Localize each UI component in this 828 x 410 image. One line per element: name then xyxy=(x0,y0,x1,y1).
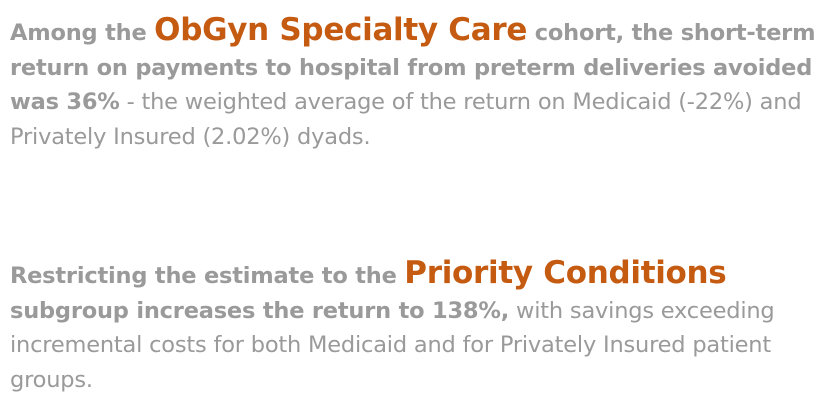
paragraph2-bold-statement: subgroup increases the return to 138%, xyxy=(10,297,510,324)
paragraph-obgyn-return: Among the ObGyn Specialty Care cohort, t… xyxy=(10,13,822,154)
paragraph2-detail: with savings exceeding incremental costs… xyxy=(10,297,775,393)
paragraph1-detail: - the weighted average of the return on … xyxy=(10,89,802,150)
highlight-obgyn-specialty-care: ObGyn Specialty Care xyxy=(154,12,528,48)
highlight-priority-conditions: Priority Conditions xyxy=(404,255,727,291)
paragraph2-lead: Restricting the estimate to the xyxy=(10,263,405,289)
paragraph-priority-conditions: Restricting the estimate to the Priority… xyxy=(10,256,822,397)
paragraph1-lead: Among the xyxy=(10,20,155,46)
paragraph1-bold-statement: cohort, the short-term return on payment… xyxy=(10,20,816,115)
